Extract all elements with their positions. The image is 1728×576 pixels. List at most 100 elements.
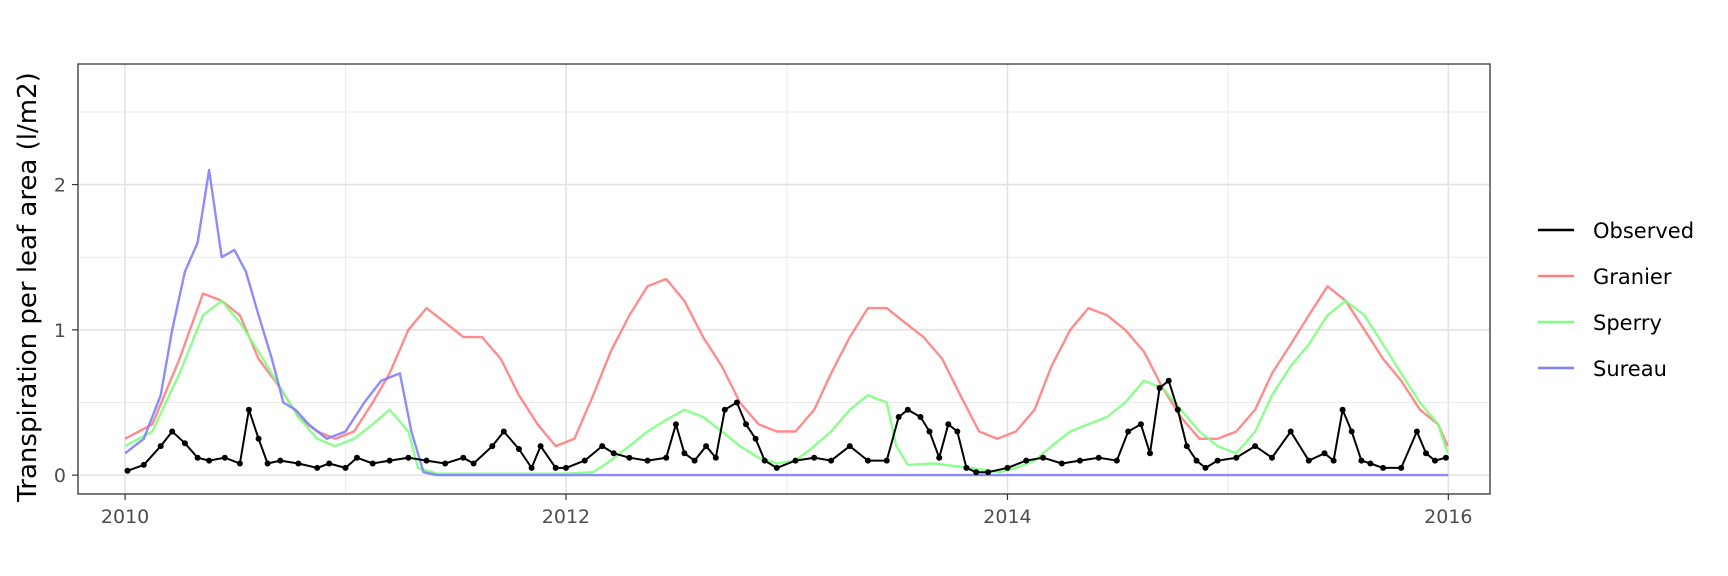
observed-point — [1095, 454, 1102, 461]
observed-point — [1125, 428, 1132, 435]
observed-point — [1076, 457, 1083, 464]
observed-point — [672, 421, 679, 428]
observed-point — [644, 457, 651, 464]
observed-point — [552, 464, 559, 471]
observed-point — [1113, 457, 1120, 464]
observed-point — [236, 460, 243, 467]
legend: Observed Granier Sperry Sureau — [1538, 219, 1694, 381]
observed-point — [194, 454, 201, 461]
observed-point — [1040, 454, 1047, 461]
observed-point — [500, 428, 507, 435]
observed-point — [206, 457, 213, 464]
observed-point — [626, 454, 633, 461]
observed-point — [1380, 464, 1387, 471]
observed-point — [1058, 460, 1065, 467]
observed-point — [773, 464, 780, 471]
observed-point — [314, 464, 321, 471]
observed-point — [1137, 421, 1144, 428]
observed-point — [255, 435, 262, 442]
grid — [78, 64, 1490, 494]
observed-point — [1023, 457, 1030, 464]
observed-point — [386, 457, 393, 464]
observed-point — [1214, 457, 1221, 464]
observed-point — [140, 461, 147, 468]
observed-point — [985, 469, 992, 476]
observed-point — [442, 460, 449, 467]
observed-point — [581, 457, 588, 464]
observed-point — [743, 421, 749, 428]
observed-point — [1442, 454, 1449, 461]
observed-point — [828, 457, 835, 464]
observed-point — [354, 454, 360, 461]
y-tick-label: 2 — [54, 175, 66, 197]
y-axis-title: Transpiration per leaf area (l/m2) — [13, 72, 43, 503]
observed-point — [1269, 454, 1275, 461]
y-tick-label: 0 — [54, 465, 66, 487]
x-tick-label: 2012 — [542, 506, 590, 528]
observed-point — [1183, 443, 1190, 450]
observed-point — [721, 406, 728, 413]
observed-point — [963, 464, 970, 471]
observed-point — [1339, 406, 1346, 413]
observed-point — [470, 460, 477, 467]
observed-point — [1202, 464, 1209, 471]
legend-label-granier: Granier — [1593, 265, 1672, 289]
observed-point — [169, 428, 176, 435]
observed-point — [599, 443, 606, 450]
y-tick-label: 1 — [54, 320, 66, 342]
observed-point — [945, 421, 952, 428]
observed-point — [1321, 450, 1328, 457]
observed-point — [528, 464, 535, 471]
legend-label-sureau: Sureau — [1593, 357, 1667, 381]
observed-point — [703, 443, 710, 450]
observed-point — [1423, 450, 1429, 457]
observed-point — [954, 428, 961, 435]
observed-point — [1287, 428, 1294, 435]
observed-point — [895, 414, 902, 420]
observed-point — [1147, 450, 1153, 457]
observed-point — [712, 454, 719, 461]
observed-point — [1432, 457, 1438, 464]
observed-point — [1305, 457, 1312, 464]
observed-point — [1165, 377, 1172, 384]
x-tick-label: 2016 — [1424, 506, 1472, 528]
observed-point — [846, 443, 853, 450]
observed-point — [610, 450, 617, 457]
series-layer — [124, 168, 1449, 477]
observed-point — [1330, 457, 1337, 464]
observed-point — [1156, 385, 1163, 391]
observed-point — [1367, 460, 1374, 467]
observed-point — [883, 457, 890, 464]
observed-point — [864, 457, 871, 464]
observed-point — [1413, 428, 1420, 435]
observed-point — [917, 414, 924, 420]
observed-point — [342, 464, 349, 471]
panel-border — [77, 63, 1491, 495]
observed-point — [124, 467, 131, 474]
observed-point — [423, 457, 430, 464]
observed-point — [1174, 406, 1181, 413]
axis-ticks: 2010 2012 2014 2016 0 1 2 — [54, 175, 1473, 528]
legend-label-sperry: Sperry — [1593, 311, 1662, 335]
observed-point — [681, 450, 688, 457]
observed-point — [563, 464, 569, 471]
observed-point — [1004, 464, 1011, 471]
observed-point — [792, 457, 799, 464]
x-tick-label: 2014 — [983, 506, 1031, 528]
observed-point — [405, 454, 412, 461]
series-line-sperry — [124, 299, 1449, 475]
observed-point — [733, 399, 740, 406]
observed-point — [973, 469, 980, 476]
observed-point — [181, 440, 188, 447]
observed-point — [326, 460, 333, 467]
observed-point — [277, 457, 284, 464]
observed-point — [460, 454, 467, 461]
observed-point — [369, 460, 376, 467]
observed-point — [489, 443, 496, 450]
observed-point — [264, 460, 271, 467]
observed-point — [1233, 454, 1240, 461]
observed-point — [752, 435, 759, 442]
observed-point — [936, 454, 943, 461]
observed-point — [1348, 428, 1355, 435]
